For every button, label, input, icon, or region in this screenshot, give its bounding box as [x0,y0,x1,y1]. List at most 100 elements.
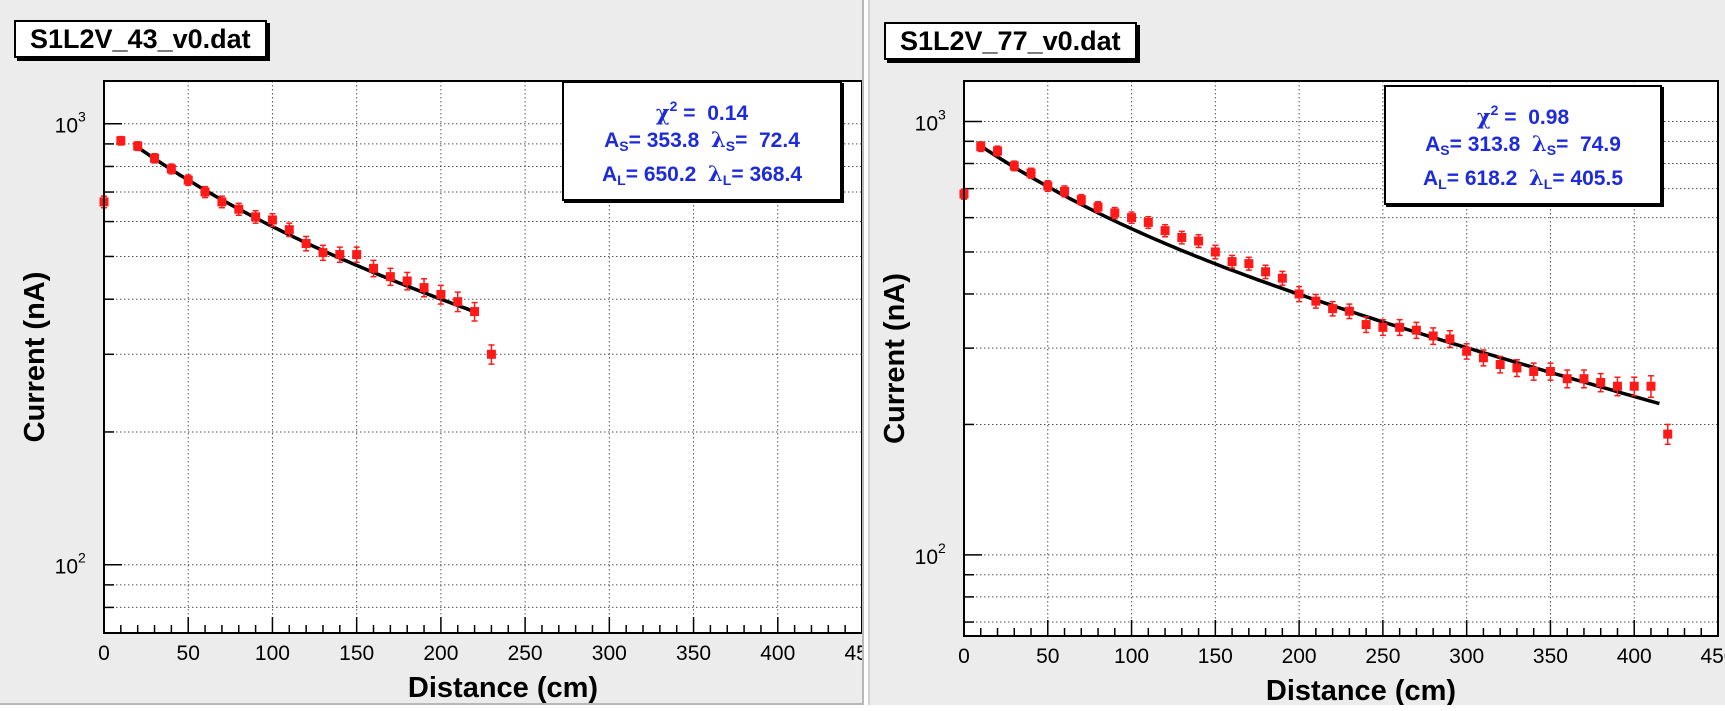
data-point [1110,206,1120,220]
y-tick-exponent: 2 [78,550,86,566]
data-point [1411,321,1421,340]
x-tick-label: 100 [255,642,290,665]
data-marker [369,263,379,273]
data-marker [1663,429,1673,439]
long-component-line: AL= 650.2 λL= 368.4 [601,161,803,188]
data-marker [284,225,294,235]
lambda-s-value: 72.4 [759,129,800,152]
data-point [150,152,160,164]
data-point [284,222,294,238]
data-point [1311,293,1321,309]
x-tick-label: 200 [1282,645,1317,668]
data-point [1160,223,1170,238]
data-marker [1462,346,1472,356]
y-tick-label: 10 [55,115,78,138]
chi2-value: 0.14 [707,102,749,125]
plot-frame [963,80,1719,637]
data-point [1462,343,1472,360]
x-axis-label: Distance (cm) [408,672,598,703]
data-point [251,209,261,224]
right-plot-panel: S1L2V_77_v0.dat 0 50 100 150 200 250 300 350 400… [868,0,1725,705]
data-point [1395,318,1405,337]
a-l-value: 650.2 [643,163,697,186]
data-marker [133,141,143,151]
data-marker [1378,322,1388,332]
data-marker [1043,181,1053,191]
data-point [1629,376,1639,397]
data-marker [1411,325,1421,335]
data-marker [251,212,261,222]
y-axis-label: Current (nA) [19,272,51,443]
data-point [1060,185,1070,198]
short-component-line: AS= 353.8 λS= 72.4 [604,127,800,154]
data-point [1093,200,1103,214]
plot-title: S1L2V_43_v0.dat [14,20,267,58]
y-tick-label: 10 [915,112,938,135]
a-l-value: 618.2 [1464,167,1518,190]
data-marker [1629,381,1639,391]
long-component-line: AL= 618.2 λL= 405.5 [1422,165,1624,192]
data-point [1596,372,1606,393]
data-point [116,135,126,146]
data-marker [993,146,1003,156]
x-tick-label: 200 [423,642,458,665]
data-marker [436,289,446,299]
fit-stats-box: χ2 = 0.14 AS= 353.8 λS= 72.4 AL= 650.2 λ… [562,81,842,201]
x-tick-label: 350 [676,642,711,665]
data-point [1529,362,1539,381]
x-tick-label: 50 [177,642,200,665]
data-marker [1545,366,1555,376]
x-tick-label: 400 [1617,645,1652,668]
y-axis-label: Current (nA) [879,273,911,444]
data-point [335,246,345,264]
data-point [133,141,143,152]
data-marker [1596,377,1606,387]
data-point [1127,211,1137,225]
data-point [1177,230,1187,245]
plot-frame [103,80,862,634]
data-marker [976,142,986,152]
data-point [1328,300,1338,317]
data-point [993,145,1003,157]
data-marker [1612,381,1622,391]
data-point [183,174,193,187]
data-point [419,278,429,298]
data-point [1612,376,1622,397]
data-point [486,344,496,365]
data-marker [1495,359,1505,369]
data-marker [301,239,311,249]
data-marker [1277,273,1287,283]
data-point [234,202,244,217]
x-tick-label: 250 [1365,645,1400,668]
data-point [1009,160,1019,172]
x-tick-label: 300 [1449,645,1484,668]
data-point [1646,375,1656,399]
data-marker [1311,296,1321,306]
data-point [1445,329,1455,349]
a-s-value: 313.8 [1467,133,1521,156]
y-tick-exponent: 3 [938,106,946,122]
data-point [369,259,379,278]
data-marker [1143,217,1153,227]
data-marker [419,283,429,293]
data-point [1428,327,1438,346]
data-marker [200,187,210,197]
chi2-line: χ2 = 0.98 [1476,102,1570,129]
data-marker [1445,334,1455,344]
data-marker [1093,202,1103,212]
data-marker [335,250,345,260]
data-point [1043,179,1053,193]
a-s-value: 353.8 [646,129,700,152]
data-marker [1076,195,1086,205]
y-tick-exponent: 3 [78,109,86,125]
data-point [453,291,463,313]
data-marker [234,204,244,214]
x-tick-label: 450 [844,642,862,665]
data-point [1194,233,1204,249]
data-marker [1127,213,1137,223]
data-marker [1478,353,1488,363]
data-point [1512,359,1522,378]
data-point [1227,254,1237,269]
data-point [1277,270,1287,286]
data-point [1478,349,1488,367]
